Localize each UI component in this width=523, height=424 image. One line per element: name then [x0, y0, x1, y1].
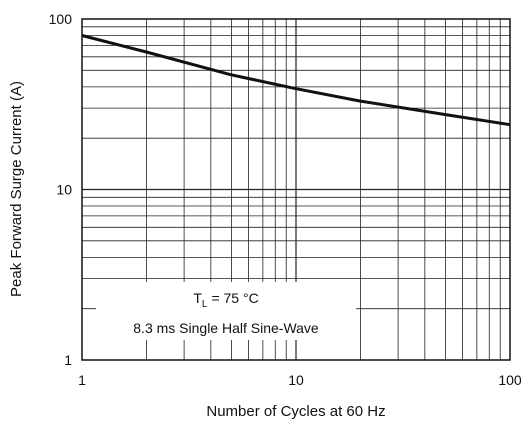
- y-axis-label: Peak Forward Surge Current (A): [8, 81, 25, 297]
- y-tick-label: 10: [56, 182, 72, 198]
- surge-current-curve: [81, 34, 511, 127]
- y-tick-label: 100: [49, 11, 73, 27]
- annotation-line-2: 8.3 ms Single Half Sine-Wave: [133, 320, 319, 336]
- x-tick-label: 100: [498, 372, 522, 388]
- y-tick-label: 1: [64, 352, 72, 368]
- plot-frame: [81, 18, 511, 361]
- x-tick-label: 10: [288, 372, 304, 388]
- annotation-line-1: TL = 75 °C: [193, 290, 258, 310]
- x-axis-label: Number of Cycles at 60 Hz: [206, 403, 385, 420]
- tick-labels: 1 10 100 1 10 100: [49, 11, 522, 388]
- x-tick-label: 1: [78, 372, 86, 388]
- series-group: [81, 34, 511, 127]
- annotation-background: [96, 282, 356, 340]
